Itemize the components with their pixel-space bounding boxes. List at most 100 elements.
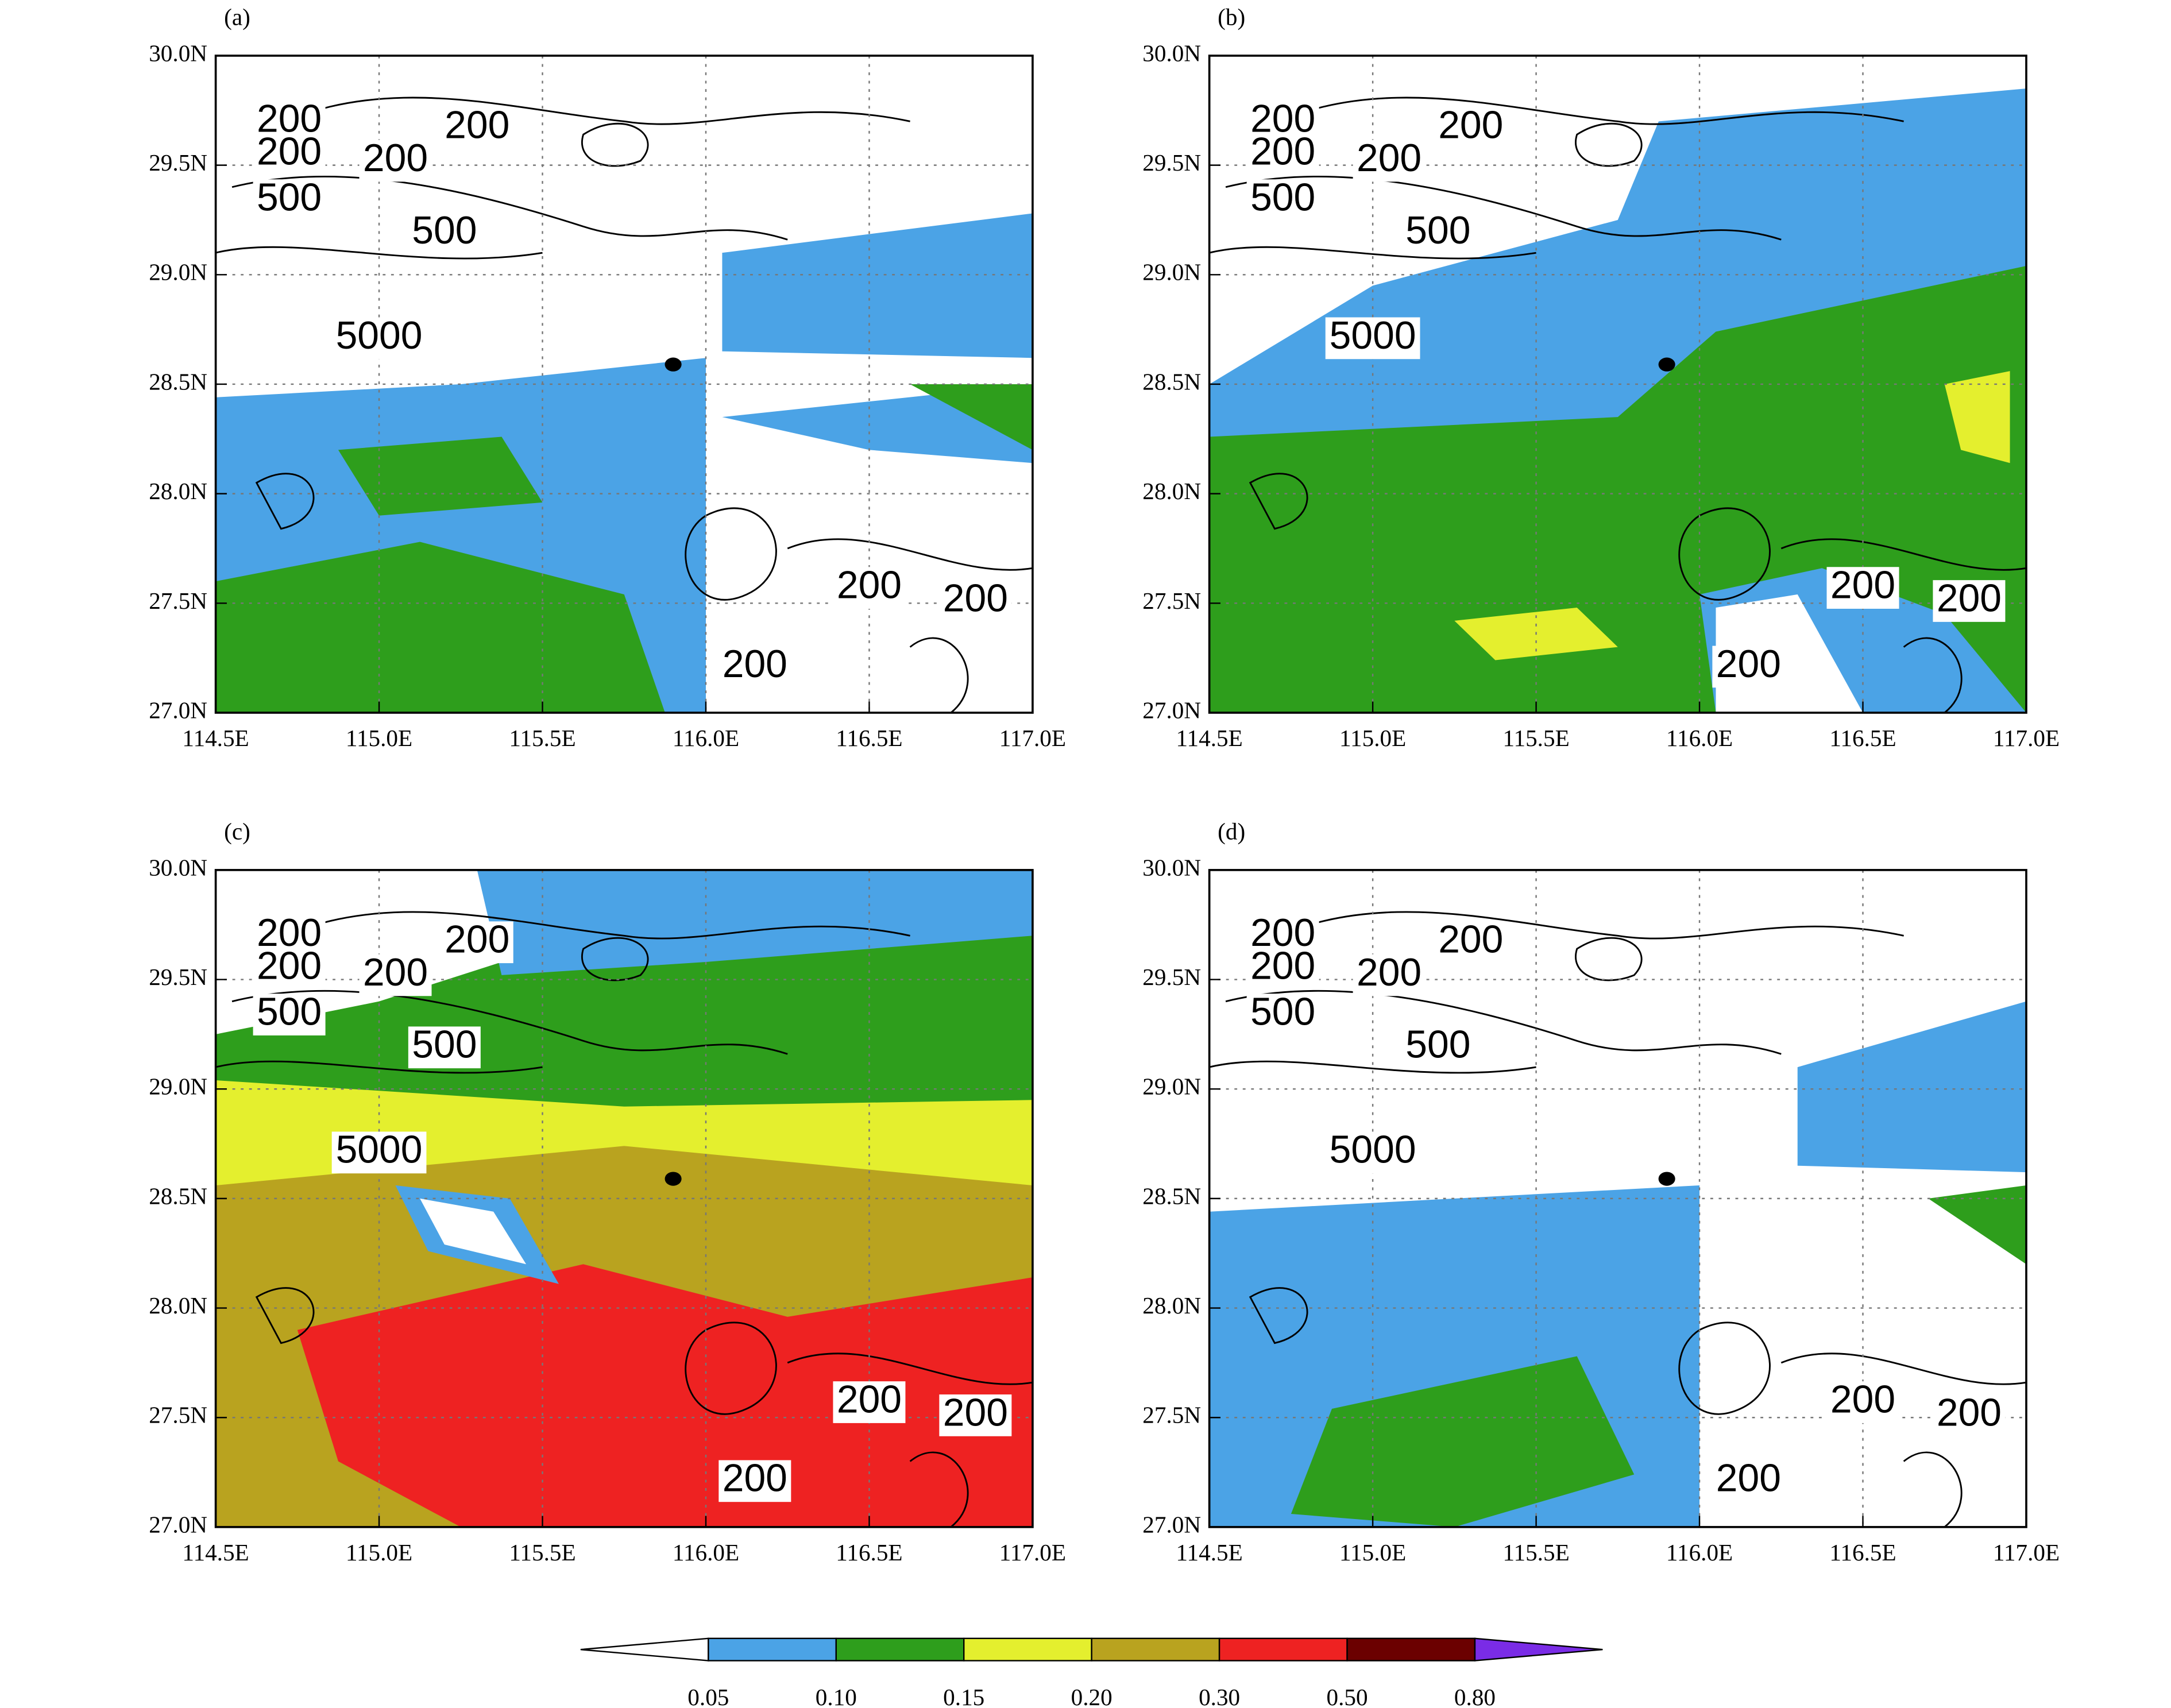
contour-line <box>909 1451 969 1528</box>
contour-label-box <box>408 1026 481 1069</box>
x-tick-label: 116.5E <box>1829 725 1896 751</box>
x-tick-label: 115.0E <box>1339 1539 1406 1566</box>
map-panel: 114.5E 115.0E 115.5E 116.0E 116.5E 117.0E 27.0… <box>149 818 1066 1566</box>
field-region <box>1944 371 2010 463</box>
plot-frame <box>214 869 1034 1528</box>
y-tick-label: 29.5N <box>149 149 207 176</box>
radar-site <box>665 357 682 372</box>
contour-line <box>581 937 649 981</box>
plot-frame <box>1208 869 2027 1528</box>
x-tick-label: 116.5E <box>836 1539 902 1566</box>
contour-line <box>1780 1353 2027 1385</box>
contour-label-box <box>1826 567 1899 609</box>
contour-label-box <box>1434 921 1507 964</box>
contour-label: 200 <box>837 1378 902 1421</box>
contour-line <box>909 637 969 714</box>
x-tick-label: 114.5E <box>1176 725 1243 751</box>
contour-line <box>1575 937 1643 981</box>
contour-label: 200 <box>445 918 509 961</box>
contour-label-box <box>331 1131 427 1174</box>
y-tick-label: 28.5N <box>149 1183 207 1209</box>
x-tick-label: 115.0E <box>346 1539 412 1566</box>
contour-label-box <box>253 948 326 990</box>
x-tick-label: 116.0E <box>1666 725 1733 751</box>
contour-label: 200 <box>723 643 787 686</box>
y-tick-label: 28.5N <box>1142 1183 1201 1209</box>
colorbar-label: 0.80 <box>1454 1684 1496 1708</box>
colorbar-box <box>1091 1637 1220 1661</box>
contour-label: 5000 <box>336 1129 423 1172</box>
contour-label: 200 <box>1716 643 1781 686</box>
colorbar: 0.05 0.10 0.15 0.20 0.30 0.50 0.80 <box>580 1637 1603 1708</box>
field-region <box>1291 1356 1635 1527</box>
contour-line <box>787 1353 1033 1385</box>
contour-label-box <box>359 954 432 996</box>
contour-label-box <box>1826 1381 1899 1423</box>
contour-label: 5000 <box>1330 1129 1416 1172</box>
contour-label: 200 <box>1250 911 1315 955</box>
x-tick-label: 117.0E <box>999 1539 1066 1566</box>
contour-line <box>1903 1451 1963 1528</box>
contour-line <box>1903 637 1963 714</box>
contour-line <box>215 1060 543 1074</box>
contour-label-box <box>718 646 791 688</box>
contour-label: 200 <box>445 104 509 147</box>
x-tick-label: 116.0E <box>673 725 739 751</box>
contour-label-box <box>1353 140 1426 182</box>
y-tick-label: 27.5N <box>1142 588 1201 614</box>
y-tick-label: 27.5N <box>1142 1402 1201 1428</box>
contour-label-box <box>408 212 481 254</box>
contour-label-box <box>1933 580 2006 622</box>
x-tick-label: 114.5E <box>182 1539 249 1566</box>
contour-label-box <box>359 140 432 182</box>
colorbar-label: 0.10 <box>816 1684 857 1708</box>
contour-line <box>1575 122 1643 167</box>
contour-line <box>256 96 910 136</box>
contour-label-box <box>1401 1026 1474 1069</box>
contour-line <box>1678 1321 1771 1415</box>
colorbar-label: 0.15 <box>943 1684 984 1708</box>
x-tick-label: 114.5E <box>182 725 249 751</box>
contour-label-box <box>939 580 1012 622</box>
contour-label-box <box>441 921 513 964</box>
contour-line <box>1209 246 1536 260</box>
contour-label: 200 <box>1250 97 1315 140</box>
contour-label: 200 <box>943 1391 1008 1434</box>
contour-label-box <box>253 994 326 1035</box>
field-region <box>215 542 665 713</box>
contour-label: 200 <box>363 951 428 994</box>
field-region <box>420 1198 527 1265</box>
contour-line <box>1225 990 1782 1055</box>
y-tick-label: 27.0N <box>149 697 207 723</box>
contour-label-box <box>253 179 326 221</box>
y-tick-label: 27.5N <box>149 1402 207 1428</box>
contour-label: 200 <box>1937 577 2002 620</box>
contour-label: 500 <box>412 209 477 252</box>
contour-label: 200 <box>257 911 322 955</box>
x-tick-label: 116.5E <box>836 725 902 751</box>
y-tick-label: 30.0N <box>149 854 207 880</box>
y-tick-label: 28.0N <box>149 1292 207 1319</box>
contour-line <box>1249 1287 1308 1344</box>
contour-label: 500 <box>412 1023 477 1066</box>
contour-label-box <box>939 1394 1012 1436</box>
field-region <box>1928 1185 2026 1265</box>
x-tick-label: 115.0E <box>346 725 412 751</box>
y-tick-label: 28.0N <box>149 478 207 504</box>
y-tick-label: 29.0N <box>1142 259 1201 285</box>
radar-site <box>665 1172 682 1186</box>
contour-label: 5000 <box>1330 314 1416 357</box>
contour-label-box <box>1246 948 1319 990</box>
y-tick-label: 29.5N <box>1142 964 1201 990</box>
contour-line <box>255 473 315 530</box>
y-tick-label: 28.5N <box>149 368 207 395</box>
x-tick-label: 115.0E <box>1339 725 1406 751</box>
contour-label: 200 <box>1250 944 1315 987</box>
contour-line <box>685 507 777 601</box>
contour-line <box>1250 96 1904 136</box>
plot-frame <box>214 55 1034 714</box>
contour-label-box <box>1712 646 1785 688</box>
y-tick-label: 27.0N <box>1142 1511 1201 1537</box>
y-tick-label: 29.0N <box>149 259 207 285</box>
